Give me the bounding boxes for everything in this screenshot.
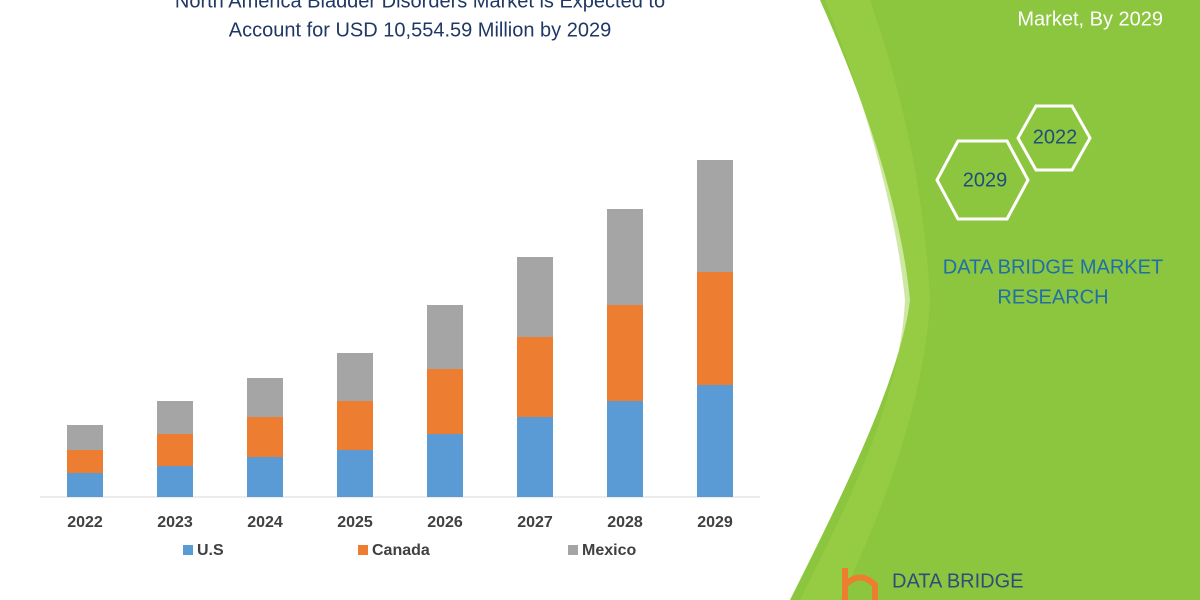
caption: RESEARCH (997, 286, 1108, 308)
legend-swatch (358, 545, 368, 555)
chart-title: Account for USD 10,554.59 Million by 202… (229, 19, 611, 41)
x-tick-label: 2028 (607, 514, 643, 531)
bar-segment (247, 417, 283, 457)
bar-segment (337, 353, 373, 401)
logo-text: DATA BRIDGE (892, 570, 1024, 592)
bar-segment (697, 160, 733, 272)
bar-segment (607, 305, 643, 401)
bar-segment (427, 434, 463, 497)
bar-segment (67, 450, 103, 473)
bar-segment (517, 417, 553, 497)
bar-segment (607, 401, 643, 497)
x-tick-label: 2023 (157, 514, 193, 531)
bar-segment (337, 450, 373, 497)
bar-segment (157, 401, 193, 434)
bar-segment (697, 272, 733, 385)
logo-mark (842, 568, 878, 600)
legend-label: Canada (372, 542, 430, 559)
hexagon-label: 2022 (1033, 126, 1078, 148)
x-tick-label: 2024 (247, 514, 283, 531)
x-tick-label: 2027 (517, 514, 553, 531)
chart-title: North America Bladder Disorders Market i… (175, 0, 665, 12)
bar-segment (157, 434, 193, 466)
bar-segment (157, 466, 193, 497)
logo: DATA BRIDGE (842, 568, 1024, 600)
x-tick-label: 2026 (427, 514, 463, 531)
x-tick-label: 2022 (67, 514, 103, 531)
panel-shade (800, 0, 930, 600)
hexagon (1016, 104, 1092, 172)
bar-segment (427, 305, 463, 369)
x-tick-label: 2025 (337, 514, 373, 531)
legend-label: U.S (197, 542, 224, 559)
legend-swatch (568, 545, 578, 555)
bar-segment (247, 378, 283, 417)
bar-segment (697, 385, 733, 497)
bar-segment (517, 337, 553, 417)
bar-segment (517, 257, 553, 337)
bar-segment (67, 425, 103, 450)
legend-swatch (183, 545, 193, 555)
bar-segment (607, 209, 643, 305)
bar-segment (247, 457, 283, 497)
x-tick-label: 2029 (697, 514, 733, 531)
panel-heading: Market, By 2029 (1017, 8, 1163, 30)
legend-label: Mexico (582, 542, 636, 559)
bar-segment (427, 369, 463, 434)
hexagon-label: 2029 (963, 169, 1008, 191)
caption: DATA BRIDGE MARKET (943, 256, 1163, 278)
bar-segment (337, 401, 373, 450)
hexagon (935, 139, 1030, 221)
bar-segment (67, 473, 103, 497)
